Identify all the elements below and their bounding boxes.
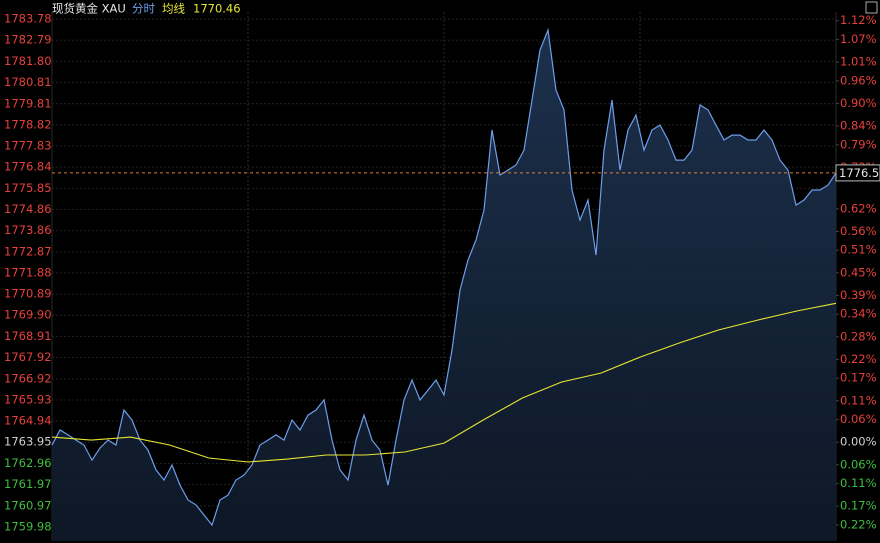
y2-tick-label: 0.39% — [840, 288, 877, 302]
legend-entry: 分时 — [132, 2, 155, 16]
y-tick-label: 1773.86 — [4, 223, 52, 237]
y-tick-label: 1783.78 — [4, 12, 52, 26]
y2-tick-label: 0.79% — [840, 137, 877, 151]
y2-tick-label: 0.45% — [840, 265, 877, 279]
y2-tick-label: 0.34% — [840, 307, 877, 321]
y2-tick-label: 0.56% — [840, 224, 877, 238]
y2-tick-label: 0.17% — [840, 371, 877, 385]
y-tick-label: 1765.93 — [4, 392, 52, 406]
y2-tick-label: 1.07% — [840, 32, 877, 46]
y-tick-label: 1778.82 — [4, 117, 52, 131]
y2-tick-label: 0.96% — [840, 73, 877, 87]
y2-tick-label: 0.11% — [840, 476, 877, 490]
y-tick-label: 1768.91 — [4, 329, 52, 343]
y2-tick-label: 0.17% — [840, 499, 877, 513]
y2-tick-label: 0.22% — [840, 352, 877, 366]
y-tick-label: 1779.81 — [4, 96, 52, 110]
y-tick-label: 1764.94 — [4, 414, 52, 428]
y2-tick-label: 0.62% — [840, 201, 877, 215]
y-tick-label: 1760.97 — [4, 498, 52, 512]
y-tick-label: 1777.83 — [4, 139, 52, 153]
y2-tick-label: 0.28% — [840, 329, 877, 343]
y2-tick-label: 0.11% — [840, 393, 877, 407]
settings-icon[interactable] — [865, 1, 878, 14]
y-tick-label: 1762.96 — [4, 456, 52, 470]
price-area — [52, 30, 836, 541]
y-tick-label: 1771.88 — [4, 265, 52, 279]
y-tick-label: 1772.87 — [4, 244, 52, 258]
last-price-label: 1776.57 — [839, 166, 880, 180]
average-line — [51, 302, 837, 463]
plot: 1783.78 1782.79 1781.80 1780.81 1779.81 1778.… — [4, 12, 880, 541]
y-tick-label: 1775.85 — [4, 181, 52, 195]
price-line — [51, 27, 837, 527]
y2-tick-label: 0.84% — [840, 119, 877, 133]
y2-tick-label: 1.01% — [840, 55, 877, 69]
y-tick-label: 1761.97 — [4, 477, 52, 491]
y2-tick-label: 0.00% — [840, 435, 877, 449]
last-price-box — [835, 164, 880, 182]
y-tick-label: 1780.81 — [4, 75, 52, 89]
y-tick-label: 1766.92 — [4, 371, 52, 385]
y-tick-label: 1782.79 — [4, 33, 52, 47]
legend-entry: 均线 — [162, 2, 185, 16]
chart-title: 现货黄金 XAU — [52, 2, 126, 16]
y2-tick-label: 0.06% — [840, 412, 877, 426]
y-tick-label: 1769.90 — [4, 308, 52, 322]
y-tick-label: 1767.92 — [4, 350, 52, 364]
y-tick-label: 1770.89 — [4, 287, 52, 301]
y-tick-label: 1763.95 — [4, 435, 52, 449]
y-tick-label: 1776.84 — [4, 160, 52, 174]
y2-tick-label: 0.90% — [840, 96, 877, 110]
y-tick-label: 1781.80 — [4, 54, 52, 68]
average-value: 1770.46 — [193, 2, 241, 16]
y2-tick-label: 0.06% — [840, 457, 877, 471]
y-tick-label: 1774.86 — [4, 202, 52, 216]
y2-tick-label: 0.22% — [840, 518, 877, 532]
y-tick-label: 1759.98 — [4, 519, 52, 533]
y2-tick-label: 1.12% — [840, 13, 877, 27]
y2-tick-label: 0.51% — [840, 243, 877, 257]
